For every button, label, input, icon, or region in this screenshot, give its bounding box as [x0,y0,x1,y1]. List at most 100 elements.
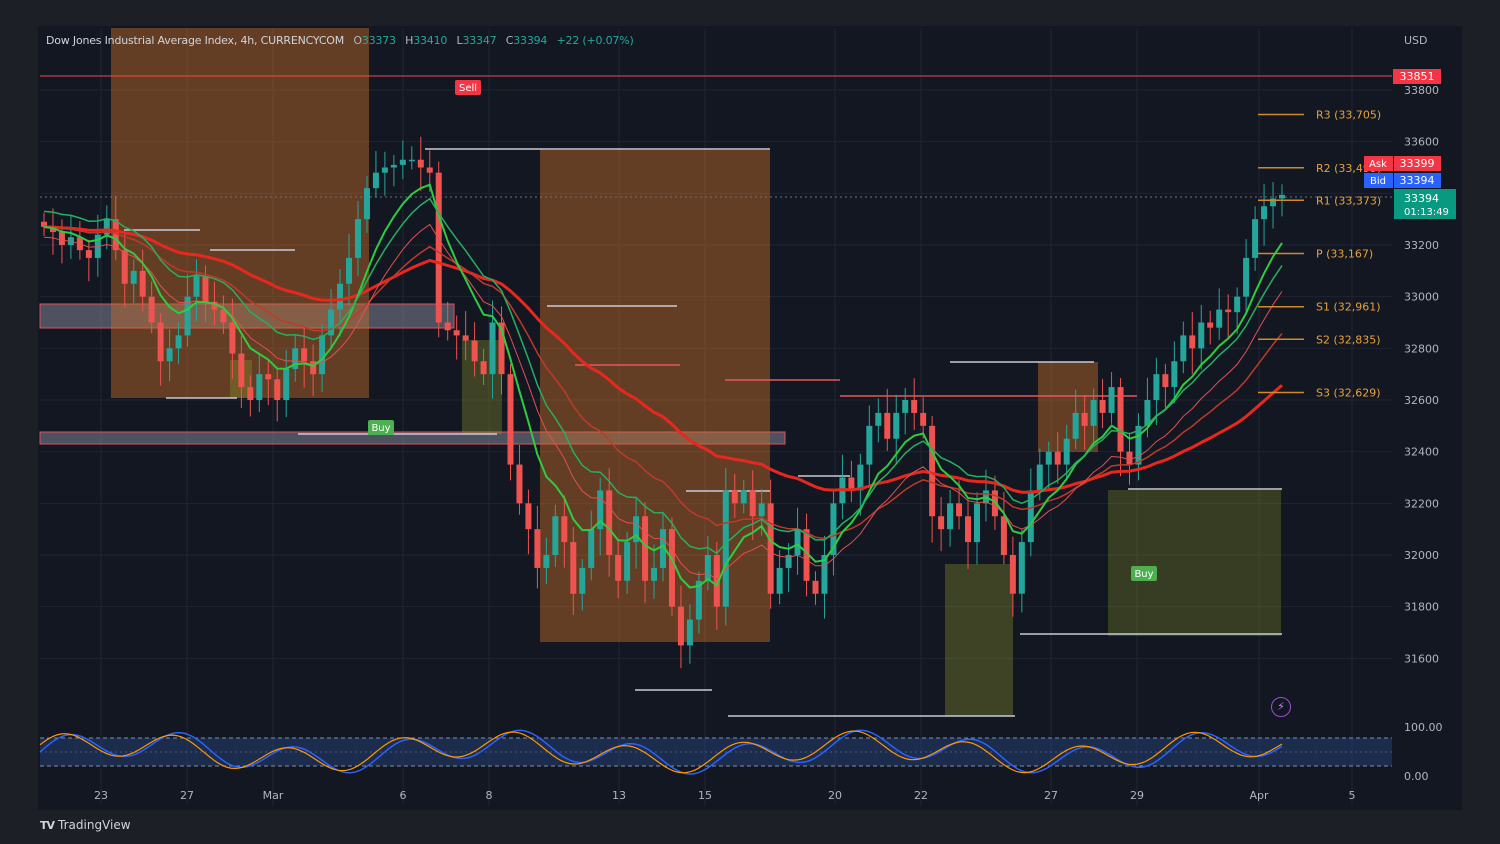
candle [1054,451,1061,465]
band-rects [111,28,1281,716]
candle [202,276,209,302]
candle [229,322,236,354]
countdown-value: 01:13:49 [1404,207,1449,218]
candle [247,387,254,400]
time-tick-label: 15 [698,789,712,802]
time-tick-label: 27 [180,789,194,802]
candle [480,361,487,375]
price-tick-label: 33800 [1404,84,1439,97]
ma-fast-line [43,183,1283,589]
candle [283,369,290,400]
candle [49,226,56,233]
candle [1018,542,1025,594]
candle [794,529,801,555]
stoch-k-line [39,729,1283,775]
currency-label: USD [1404,34,1428,47]
candle [1000,516,1007,555]
candle [363,188,370,220]
candle [1090,400,1097,426]
candle [956,503,963,517]
price-tick-label: 33000 [1404,291,1439,304]
candle [292,348,299,369]
candle [444,322,451,331]
candle [830,503,837,555]
buy-signal-badge [368,420,394,435]
candle [1198,322,1205,349]
lightning-icon[interactable]: ⚡ [1271,697,1291,717]
candle [399,159,406,165]
ask-price-tag [1394,156,1441,171]
pivot-label: S3 (32,629) [1316,387,1381,400]
time-tick-label: Apr [1249,789,1269,802]
candle [677,606,684,646]
candle [471,340,478,362]
candle [947,503,954,530]
close-label: C [505,34,514,47]
tv-logo-icon: TV [40,819,55,832]
close-value: 33394 [513,34,548,47]
candle [274,379,281,400]
candle [372,172,379,189]
time-axis: 23 27 Mar 6 8 13 15 20 22 27 29 Apr 5 [94,789,1356,802]
time-tick-label: 23 [94,789,108,802]
candle [588,529,595,568]
candle [686,619,693,646]
moving-averages [43,183,1283,589]
candle [749,490,756,517]
pivot-label: P (33,167) [1316,248,1373,261]
oscillator-level-label: 100.00 [1404,721,1443,734]
candle [893,412,900,439]
time-tick-label: 22 [914,789,928,802]
candle [1063,438,1070,465]
buy-signal-label: Buy [1134,569,1153,580]
candle [1207,322,1214,328]
candle [973,503,980,543]
candle [319,335,326,375]
buy-signal-badge [1131,566,1157,581]
price-tick-label: 33600 [1404,136,1439,149]
chart-frame [38,26,1462,810]
candle [875,412,882,426]
price-tick-label: 31800 [1404,601,1439,614]
bid-label: Bid [1370,176,1386,187]
candle [435,172,442,323]
candle [1144,400,1151,426]
bid-label-tag [1364,173,1393,188]
candle [1135,425,1142,465]
candle [785,555,792,568]
candle [848,477,855,491]
candle [1099,400,1106,413]
candle [1081,412,1088,426]
candle [166,348,173,362]
candle [211,301,218,310]
tradingview-logo[interactable]: TV TradingView [40,818,131,832]
candle [722,490,729,607]
candle [758,503,765,517]
candle [884,412,891,439]
ask-label-tag [1364,156,1393,171]
high-price-tag [1393,69,1441,84]
pivot-levels: R3 (33,705)R2 (33,499)R1 (33,373)P (33,1… [1258,109,1381,400]
candle [184,296,191,336]
candle [265,374,272,380]
candle [1225,309,1232,313]
candle [408,159,415,162]
candle [381,167,388,173]
candle [938,516,945,530]
candle [991,490,998,517]
ma-mid-line [43,226,1283,540]
candle [902,400,909,413]
candle [624,542,631,581]
candle [1216,309,1223,328]
ask-price-value: 33399 [1400,157,1435,170]
candle [498,322,505,375]
candle [193,276,200,297]
time-tick-label: 27 [1044,789,1058,802]
candle [516,464,523,504]
ask-label: Ask [1369,159,1387,170]
chart-header: Dow Jones Industrial Average Index, 4h, … [46,34,634,47]
candle [1126,451,1133,465]
signal-band [1038,362,1098,452]
candle [821,555,828,594]
